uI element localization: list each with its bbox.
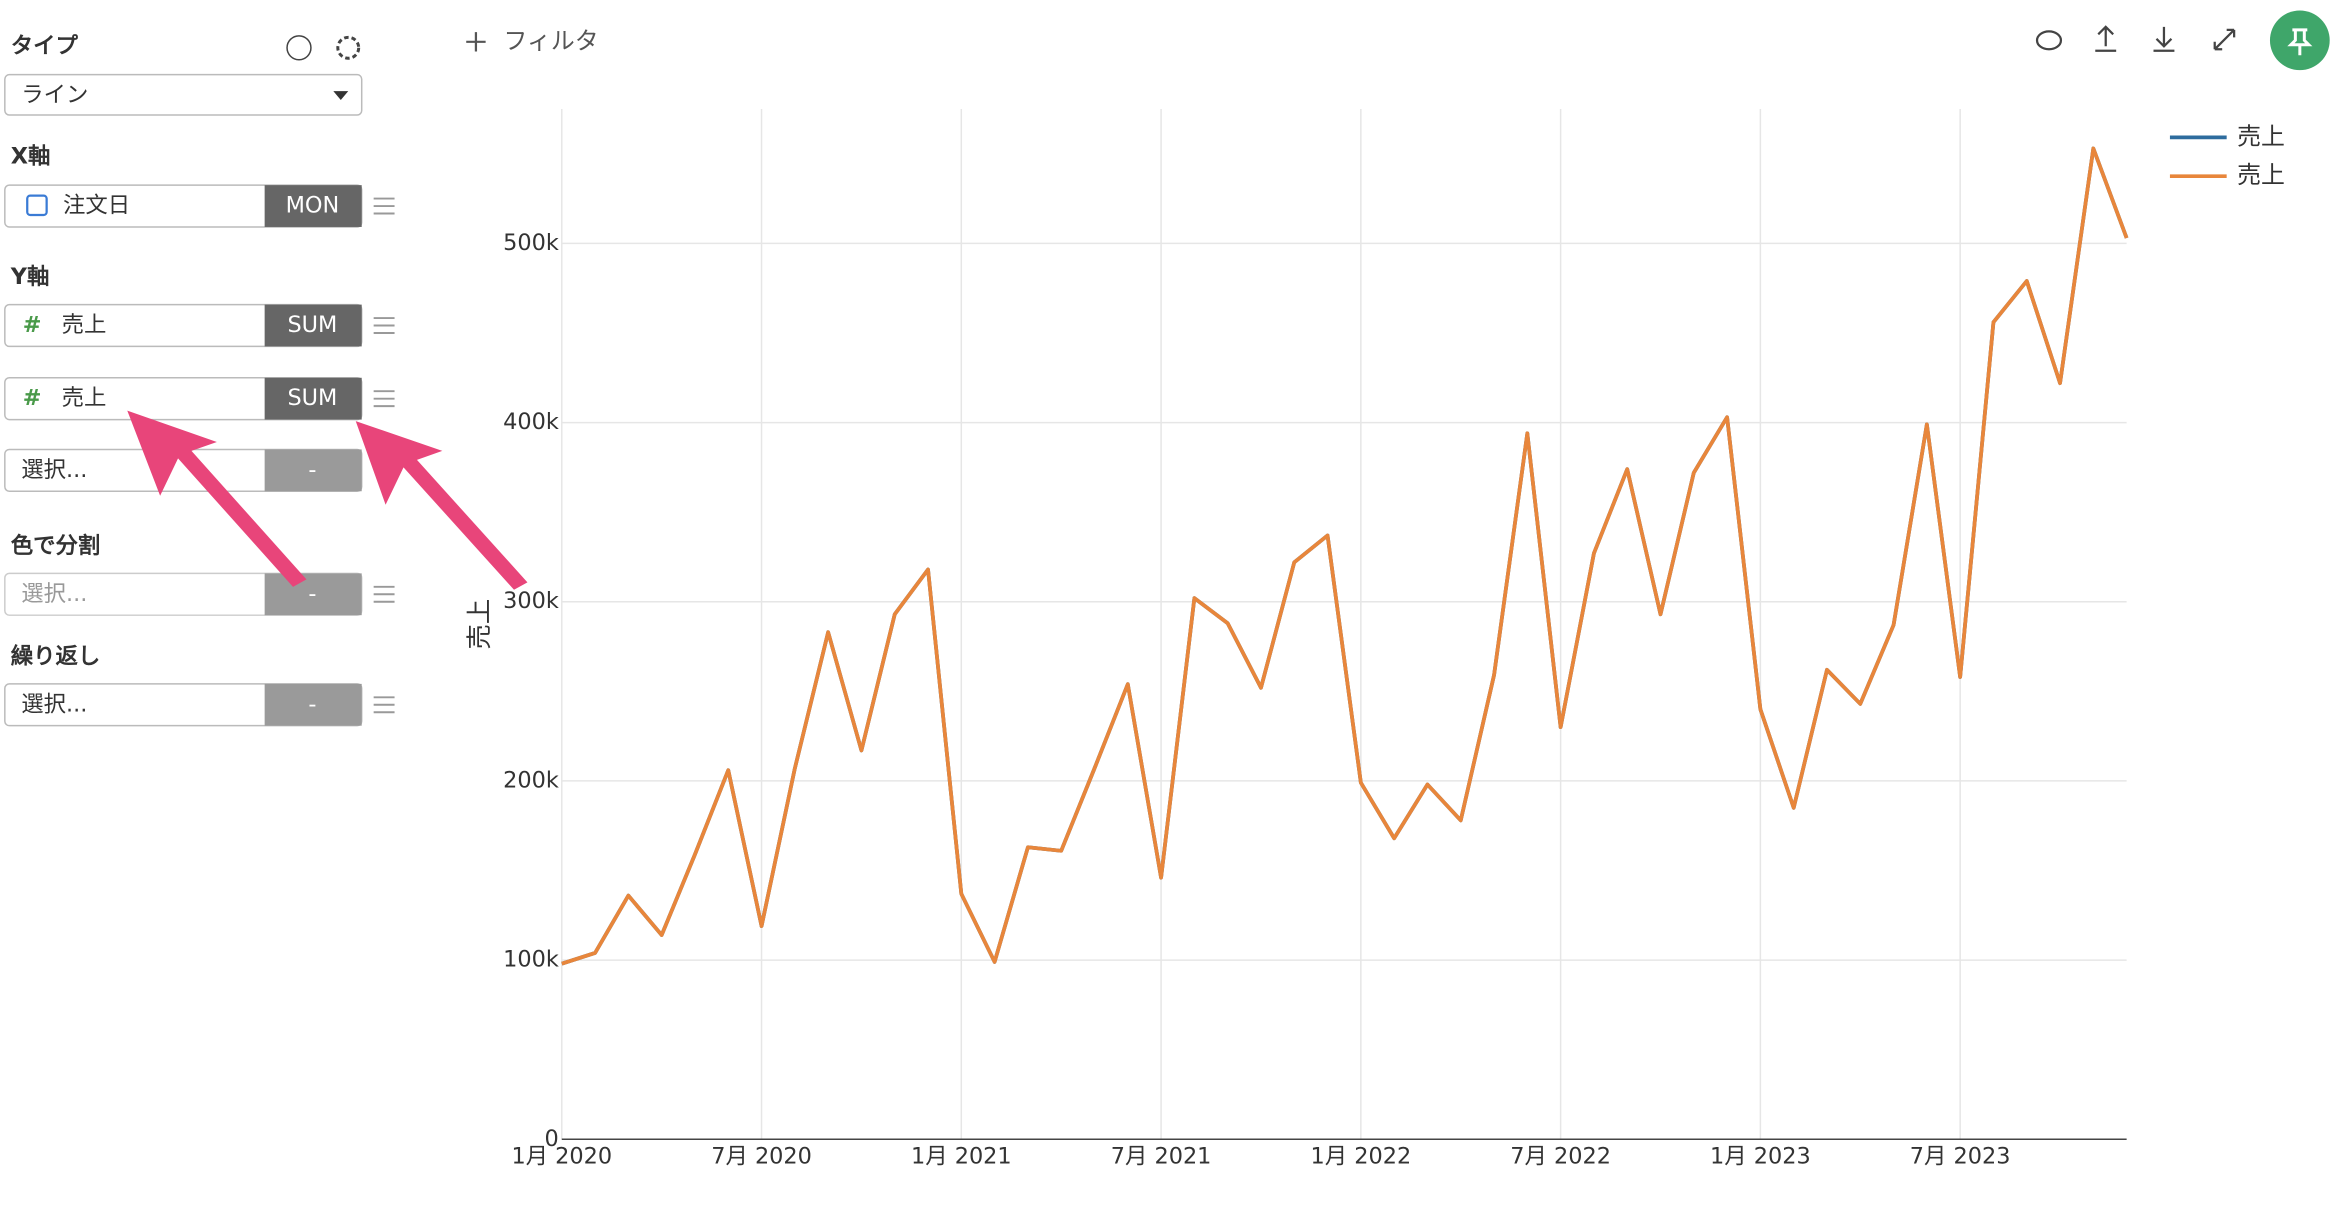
type-label: タイプ: [11, 33, 79, 59]
filter-button[interactable]: フィルタ: [504, 27, 599, 55]
plus-icon[interactable]: [466, 32, 486, 52]
color-field-name: 選択...: [21, 581, 87, 607]
chart: 売上 0 100k 200k 300k 400k 500k 1月 2020 7月 2020 1月…: [464, 109, 2285, 1170]
x-tick-label: 7月 2021: [1111, 1144, 1212, 1170]
type-value: ライン: [21, 82, 88, 108]
repeat-field-name: 選択...: [21, 691, 87, 717]
repeat-label: 繰り返し: [11, 642, 101, 669]
pin-button[interactable]: [2269, 10, 2330, 71]
x-tick-label: 1月 2021: [911, 1144, 1012, 1170]
number-icon: #: [23, 385, 42, 411]
type-select[interactable]: [4, 73, 363, 116]
x-field-name: 注文日: [63, 193, 130, 219]
pin-icon: [2287, 28, 2313, 56]
x-tick-label: 7月 2022: [1510, 1144, 1611, 1170]
repeat-agg: -: [308, 691, 316, 717]
y-axis-label: Y軸: [10, 264, 50, 290]
y-tick-label: 100k: [503, 947, 559, 973]
x-axis-label: X軸: [11, 143, 51, 169]
x-tick-label: 7月 2023: [1910, 1144, 2011, 1170]
y-agg: SUM: [287, 385, 337, 411]
y-tick-label: 200k: [503, 767, 559, 793]
settings-icon[interactable]: [336, 35, 361, 60]
sidebar: タイプ ライン X軸 注文日 MON Y軸 # 売上 SUM # 売上 SUM …: [4, 33, 395, 727]
x-tick-label: 1月 2022: [1311, 1144, 1412, 1170]
x-tick-label: 1月 2020: [511, 1144, 612, 1170]
calendar-icon: [26, 194, 48, 217]
annotation-arrows: [127, 410, 528, 590]
legend-label: 売上: [2237, 122, 2285, 150]
color-agg: -: [308, 581, 316, 607]
y-tick-label: 400k: [503, 409, 559, 435]
line-series: [561, 146, 2129, 966]
y-field-name: 選択...: [21, 457, 87, 483]
toolbar: フィルタ: [466, 10, 2330, 71]
number-icon: #: [23, 312, 42, 338]
drag-handles: [373, 197, 395, 714]
dropdown-caret: [333, 91, 349, 101]
y-agg-box[interactable]: [264, 449, 362, 492]
x-agg-box[interactable]: [264, 185, 362, 227]
help-icon[interactable]: [286, 35, 312, 61]
color-label: 色で分割: [11, 532, 101, 559]
y-agg-box[interactable]: [264, 377, 362, 420]
repeat-agg-box[interactable]: [264, 683, 362, 726]
y-tick-label: 300k: [503, 588, 559, 614]
y-field-name: 売上: [62, 385, 107, 411]
x-tick-label: 1月 2023: [1710, 1144, 1811, 1170]
y-tick-label: 0: [545, 1126, 559, 1152]
y-axis-title: 売上: [464, 599, 494, 650]
y-field-name: 売上: [62, 312, 107, 338]
color-agg-box[interactable]: [264, 573, 362, 616]
x-tick-label: 7月 2020: [711, 1144, 812, 1170]
x-agg: MON: [286, 193, 340, 219]
y-agg-box[interactable]: [264, 304, 362, 347]
y-tick-label: 500k: [503, 230, 559, 256]
y-agg: SUM: [287, 312, 337, 338]
toolbar-icons[interactable]: [2035, 25, 2236, 52]
line-series: [561, 146, 2129, 966]
legend-label: 売上: [2237, 161, 2285, 189]
y-agg: -: [308, 457, 316, 483]
